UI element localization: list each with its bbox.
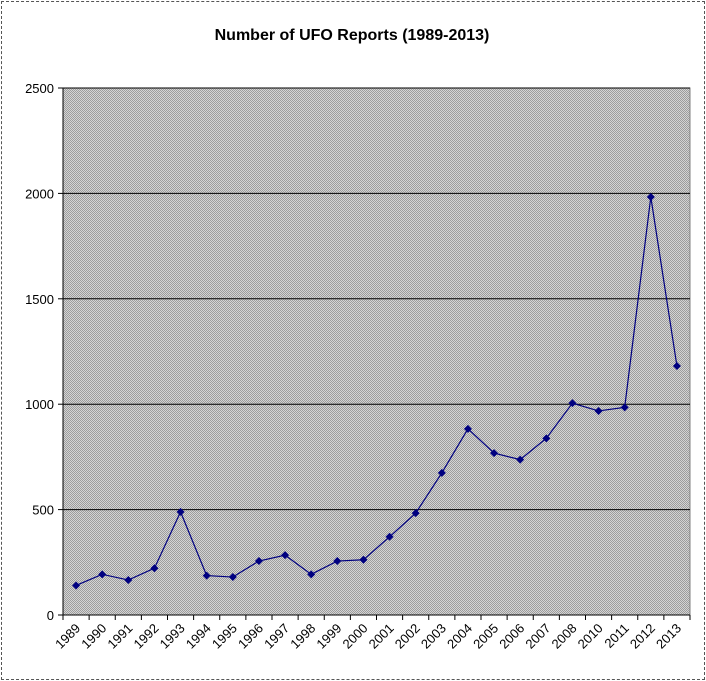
y-tick-label: 500	[32, 503, 54, 518]
plot-area	[62, 87, 691, 616]
x-tick-label: 2005	[470, 621, 501, 652]
y-tick-label: 1500	[25, 292, 54, 307]
data-point	[72, 581, 81, 590]
x-tick-label: 2012	[627, 621, 658, 652]
data-point	[124, 576, 133, 585]
data-point	[254, 557, 263, 566]
x-tick-label: 1997	[261, 621, 292, 652]
data-point	[490, 449, 499, 458]
x-tick-label: 1999	[313, 621, 344, 652]
x-tick-label: 1989	[52, 621, 83, 652]
x-tick-label: 2011	[601, 621, 631, 651]
data-point	[646, 192, 655, 201]
data-point	[98, 570, 107, 579]
x-tick-label: 2000	[340, 621, 371, 652]
y-tick-label: 1000	[25, 397, 54, 412]
x-tick-label: 2006	[496, 621, 527, 652]
x-tick-label: 1998	[287, 621, 318, 652]
series-reports	[72, 192, 681, 590]
x-tick-label: 2004	[444, 621, 475, 652]
series-line	[75, 196, 678, 587]
data-point	[385, 532, 394, 541]
data-point	[228, 573, 237, 582]
data-point	[333, 557, 342, 566]
x-tick-label: 2002	[392, 621, 423, 652]
gridlines	[63, 87, 690, 511]
data-point	[594, 406, 603, 415]
data-point	[150, 564, 159, 573]
data-point	[359, 555, 368, 564]
y-tick-label: 2000	[25, 186, 54, 201]
data-point	[516, 455, 525, 464]
x-tick-label: 1994	[183, 621, 214, 652]
y-tick-label: 2500	[25, 81, 54, 96]
x-tick-label: 1992	[131, 621, 162, 652]
data-point	[437, 468, 446, 477]
axes	[58, 87, 691, 620]
x-axis-ticks: 1989199019911992199319941995199619971998…	[52, 621, 684, 652]
x-tick-label: 1993	[157, 621, 188, 652]
data-point	[620, 403, 629, 412]
data-point	[307, 570, 316, 579]
x-tick-label: 2007	[522, 621, 553, 652]
y-tick-label: 0	[47, 608, 54, 623]
x-tick-label: 2008	[549, 621, 580, 652]
x-tick-label: 2003	[418, 621, 449, 652]
data-point	[672, 362, 681, 371]
x-tick-label: 2013	[653, 621, 684, 652]
data-point	[202, 571, 211, 580]
data-point	[568, 399, 577, 408]
data-point	[542, 434, 551, 443]
x-tick-label: 1991	[104, 621, 135, 652]
data-point	[281, 551, 290, 560]
x-tick-label: 1990	[78, 621, 109, 652]
data-point	[176, 507, 185, 516]
x-tick-label: 2001	[366, 621, 397, 652]
data-point	[411, 509, 420, 518]
chart-title: Number of UFO Reports (1989-2013)	[215, 27, 490, 44]
x-tick-label: 2010	[575, 621, 606, 652]
y-axis-ticks: 0 500 1000 1500 2000 2500	[25, 81, 54, 623]
x-tick-label: 1996	[235, 621, 266, 652]
x-tick-label: 1995	[209, 621, 240, 652]
data-point	[463, 424, 472, 433]
